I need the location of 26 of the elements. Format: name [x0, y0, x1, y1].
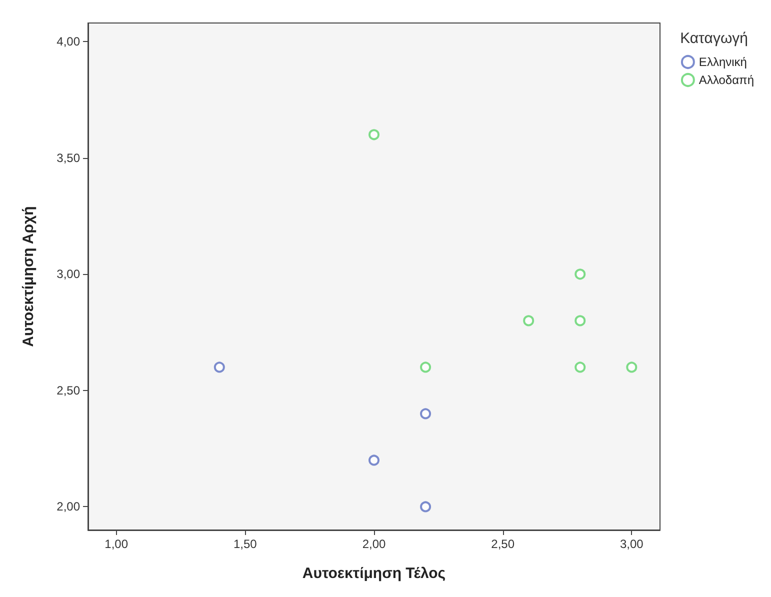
- point: [214, 362, 225, 373]
- x-axis-title: Αυτοεκτίμηση Τέλος: [302, 565, 446, 582]
- legend-label: Ελληνική: [698, 55, 747, 69]
- y-tick-label: 2,50: [56, 383, 80, 398]
- point: [368, 129, 380, 140]
- point: [420, 501, 432, 512]
- point: [626, 362, 638, 373]
- x-tick-label: 1,00: [104, 537, 128, 551]
- point: [574, 315, 586, 326]
- point: [574, 268, 586, 280]
- y-tick-label: 2,00: [56, 500, 80, 514]
- x-tick-label: 1,50: [233, 537, 258, 551]
- x-tick-label: 3,00: [620, 537, 644, 551]
- point: [420, 362, 432, 373]
- y-tick-label: 3,50: [56, 150, 80, 165]
- point: [574, 362, 586, 373]
- legend-title: Καταγωγή: [680, 30, 748, 47]
- y-tick-label: 3,00: [56, 267, 80, 282]
- x-tick-label: 2,00: [362, 537, 386, 551]
- y-tick-label: 4,00: [56, 34, 80, 49]
- legend-label: Αλλοδαπή: [698, 73, 754, 87]
- x-tick-label: 2,50: [491, 537, 515, 551]
- y-axis-title: Αυτοεκτίμηση Αρχή: [20, 206, 37, 347]
- point: [523, 315, 534, 326]
- point: [420, 408, 432, 420]
- point: [368, 454, 380, 466]
